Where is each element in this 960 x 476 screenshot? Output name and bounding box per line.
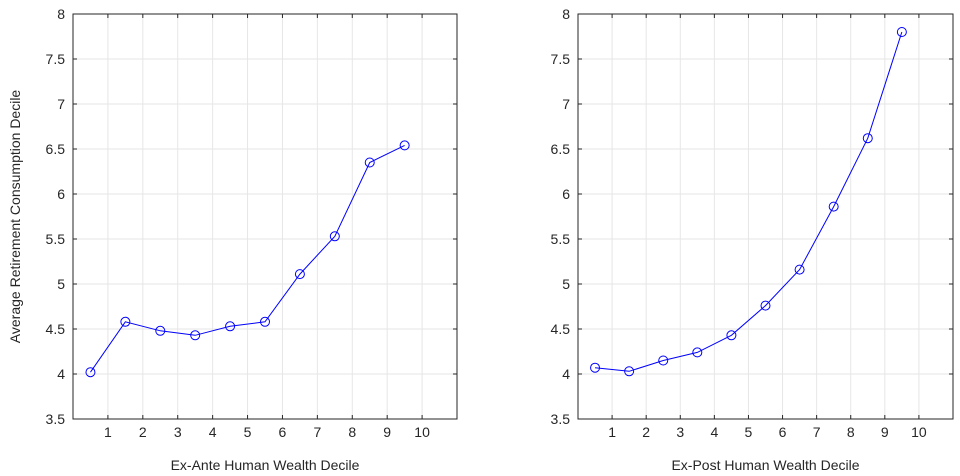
x-tick-label: 3 — [676, 424, 684, 440]
data-point — [364, 157, 375, 168]
data-point — [155, 325, 166, 336]
y-tick-label: 4.5 — [46, 321, 66, 337]
y-axis-label: Average Retirement Consumption Decile — [7, 90, 23, 344]
y-tick-label: 5 — [57, 276, 65, 292]
x-tick-label: 2 — [642, 424, 650, 440]
y-tick-label: 4 — [562, 366, 570, 382]
data-point — [399, 140, 410, 151]
data-point — [190, 330, 201, 341]
x-tick-label: 4 — [710, 424, 718, 440]
y-tick-label: 6.5 — [46, 141, 66, 157]
data-point — [896, 27, 907, 37]
x-tick-label: 5 — [745, 424, 753, 440]
x-tick-label: 1 — [104, 424, 112, 440]
y-tick-label: 5.5 — [46, 231, 66, 247]
data-point — [658, 355, 669, 366]
x-axis-label: Ex-Ante Human Wealth Decile — [171, 457, 360, 473]
x-tick-label: 3 — [174, 424, 182, 440]
x-tick-label: 2 — [139, 424, 147, 440]
x-axis-label: Ex-Post Human Wealth Decile — [671, 457, 859, 473]
data-point — [624, 366, 635, 377]
data-point — [760, 300, 771, 311]
y-tick-label: 7.5 — [551, 51, 571, 67]
y-tick-label: 3.5 — [46, 411, 66, 427]
x-tick-label: 10 — [414, 424, 430, 440]
x-tick-label: 5 — [244, 424, 252, 440]
x-tick-label: 7 — [813, 424, 821, 440]
y-tick-label: 7 — [562, 96, 570, 112]
y-tick-label: 8 — [57, 6, 65, 22]
y-tick-label: 3.5 — [551, 411, 571, 427]
data-point — [294, 269, 305, 280]
data-point — [590, 362, 601, 373]
x-tick-label: 7 — [313, 424, 321, 440]
x-tick-label: 1 — [608, 424, 616, 440]
x-tick-label: 6 — [779, 424, 787, 440]
data-point — [692, 347, 703, 358]
series-line — [594, 31, 903, 372]
y-tick-label: 7.5 — [46, 51, 66, 67]
x-tick-label: 9 — [881, 424, 889, 440]
data-point — [85, 367, 96, 378]
x-tick-label: 6 — [279, 424, 287, 440]
data-point — [329, 231, 340, 242]
right-chart: 1 2 3 4 5 6 7 8 9 10 3.5 4 4.5 5 5.5 6 6.5 7 7.5 8 Ex-Post H… — [551, 6, 954, 473]
data-point — [225, 321, 236, 332]
axes-box — [72, 13, 458, 420]
y-tick-label: 8 — [562, 6, 570, 22]
x-tick-label: 10 — [911, 424, 927, 440]
axes-box — [577, 13, 954, 420]
data-point — [828, 201, 839, 212]
left-chart: 1 2 3 4 5 6 7 8 9 10 3.5 4 4.5 5 5.5 6 6.5 7 7.5 8 Ex-Ante H… — [7, 6, 458, 473]
data-point — [794, 264, 805, 275]
y-tick-label: 6.5 — [551, 141, 571, 157]
y-tick-label: 4.5 — [551, 321, 571, 337]
series-line — [90, 144, 405, 373]
data-point — [862, 133, 873, 144]
data-point — [260, 316, 270, 327]
data-point — [120, 316, 131, 327]
y-tick-label: 7 — [57, 96, 65, 112]
y-tick-label: 6 — [57, 186, 65, 202]
data-point — [726, 330, 737, 341]
y-tick-label: 6 — [562, 186, 570, 202]
x-tick-label: 4 — [209, 424, 217, 440]
y-tick-label: 4 — [57, 366, 65, 382]
x-tick-label: 9 — [383, 424, 391, 440]
x-tick-label: 8 — [348, 424, 356, 440]
y-tick-label: 5 — [562, 276, 570, 292]
x-tick-label: 8 — [847, 424, 855, 440]
y-tick-label: 5.5 — [551, 231, 571, 247]
